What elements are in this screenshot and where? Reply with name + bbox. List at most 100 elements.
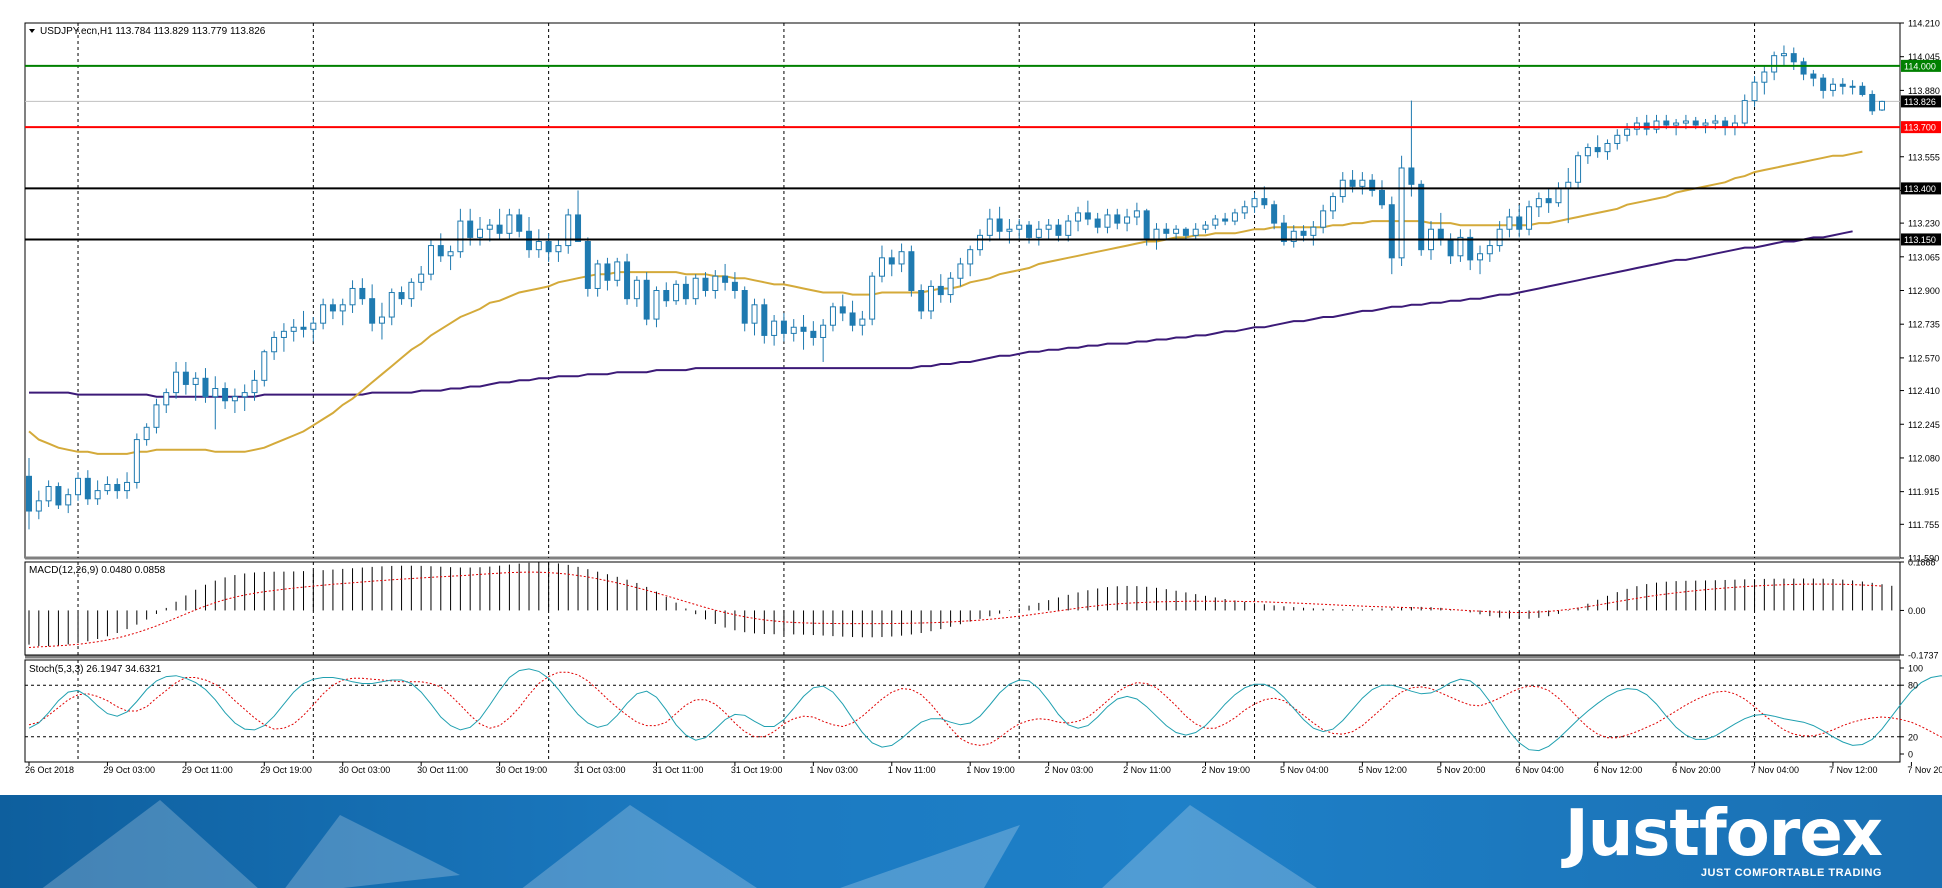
- candle-body-up: [1202, 224, 1209, 230]
- candle-body-down: [1408, 167, 1415, 185]
- candle-body-down: [1388, 204, 1395, 259]
- candle-body-up: [486, 224, 493, 230]
- candle-body-up: [1398, 167, 1405, 259]
- candle: [947, 272, 954, 303]
- candle-body-down: [643, 279, 650, 320]
- candle: [594, 259, 601, 297]
- candle: [682, 276, 689, 305]
- candle-body-down: [849, 312, 856, 326]
- candle-body-up: [751, 304, 758, 324]
- macd-tick-label: -0.1737: [1908, 651, 1939, 661]
- decor-shape: [522, 805, 757, 888]
- candle: [1055, 219, 1062, 242]
- candle-body-up: [457, 220, 464, 253]
- candle: [408, 278, 415, 307]
- candle-body-down: [1163, 228, 1170, 234]
- candle: [310, 317, 317, 342]
- candle-body-up: [1133, 210, 1140, 218]
- candle: [212, 376, 219, 430]
- stoch-tick-label: 100: [1908, 664, 1923, 674]
- candle: [1192, 223, 1199, 240]
- time-tick-label: 31 Oct 11:00: [652, 765, 703, 775]
- candle: [418, 265, 425, 291]
- ma-slow-line: [29, 230, 1853, 398]
- candle: [1408, 100, 1415, 197]
- candle-body-down: [682, 283, 689, 300]
- candle: [1084, 200, 1091, 226]
- candle: [1879, 100, 1885, 112]
- decor-shape: [840, 825, 1020, 888]
- price-tick-label: 112.245: [1908, 420, 1940, 430]
- candle-body-up: [673, 283, 680, 302]
- candle: [1810, 69, 1817, 87]
- candle-body-up: [1065, 220, 1072, 236]
- candle-body-up: [1849, 85, 1856, 88]
- candle-body-down: [1447, 238, 1454, 257]
- time-tick-label: 2 Nov 19:00: [1202, 765, 1251, 775]
- candle-body-up: [1653, 120, 1660, 130]
- candle-body-up: [1526, 206, 1533, 230]
- candle: [1065, 214, 1072, 242]
- candle-body-up: [986, 218, 993, 236]
- price-tick-label: 113.555: [1908, 152, 1940, 162]
- level-price-label: 113.400: [1904, 184, 1936, 194]
- candle: [1124, 208, 1131, 232]
- candle-body-up: [1506, 216, 1513, 230]
- candle-body-down: [702, 277, 709, 291]
- candle: [55, 482, 62, 509]
- candle-body-up: [1575, 155, 1582, 183]
- candle-body-down: [437, 245, 444, 257]
- candle: [104, 476, 111, 495]
- time-tick-label: 30 Oct 11:00: [417, 765, 468, 775]
- candle-body-down: [114, 483, 121, 492]
- stoch-tick-label: 0: [1908, 750, 1913, 760]
- candle-body-up: [1006, 228, 1013, 232]
- candle: [1741, 94, 1748, 128]
- candle-body-down: [1084, 212, 1091, 220]
- justforex-logo: Justforex JUST COMFORTABLE TRADING: [1564, 797, 1883, 879]
- stoch-main-line: [28, 668, 1942, 752]
- candle-body-up: [535, 240, 542, 251]
- candle: [84, 470, 91, 505]
- candle-body-down: [516, 214, 523, 232]
- current-price-label: 113.826: [1904, 97, 1936, 107]
- time-tick-label: 29 Oct 11:00: [182, 765, 233, 775]
- candle: [1222, 212, 1229, 226]
- candle: [192, 372, 199, 401]
- candle: [1761, 65, 1768, 95]
- candle-body-up: [75, 477, 82, 496]
- candle: [1829, 78, 1836, 97]
- candle: [751, 298, 758, 336]
- time-tick-label: 1 Nov 03:00: [809, 765, 858, 775]
- candle: [75, 472, 82, 501]
- candle-body-up: [614, 261, 621, 281]
- candle: [575, 190, 582, 242]
- candle-body-down: [1692, 120, 1699, 126]
- candle: [1271, 200, 1278, 230]
- candle: [1849, 80, 1856, 95]
- candle: [633, 276, 640, 307]
- candle-body-up: [1633, 122, 1640, 130]
- candle: [839, 294, 846, 322]
- candle: [1378, 180, 1385, 209]
- candle-body-up: [124, 481, 131, 492]
- candle-body-down: [741, 290, 748, 324]
- candle: [545, 233, 552, 262]
- candle: [94, 480, 101, 505]
- candle: [1290, 225, 1297, 248]
- candle: [1575, 151, 1582, 189]
- candle: [1477, 245, 1484, 275]
- candle-body-down: [663, 290, 670, 302]
- candle-body-down: [1055, 224, 1062, 236]
- candle-body-up: [878, 257, 885, 277]
- candle: [1594, 135, 1601, 158]
- candle: [271, 331, 278, 360]
- level-price-label: 113.150: [1904, 235, 1936, 245]
- candle: [1241, 200, 1248, 220]
- time-tick-label: 1 Nov 19:00: [966, 765, 1015, 775]
- candle: [1369, 174, 1376, 197]
- candle: [741, 286, 748, 332]
- candle: [908, 245, 915, 297]
- candle: [1202, 221, 1209, 234]
- price-tick-label: 114.045: [1908, 52, 1940, 62]
